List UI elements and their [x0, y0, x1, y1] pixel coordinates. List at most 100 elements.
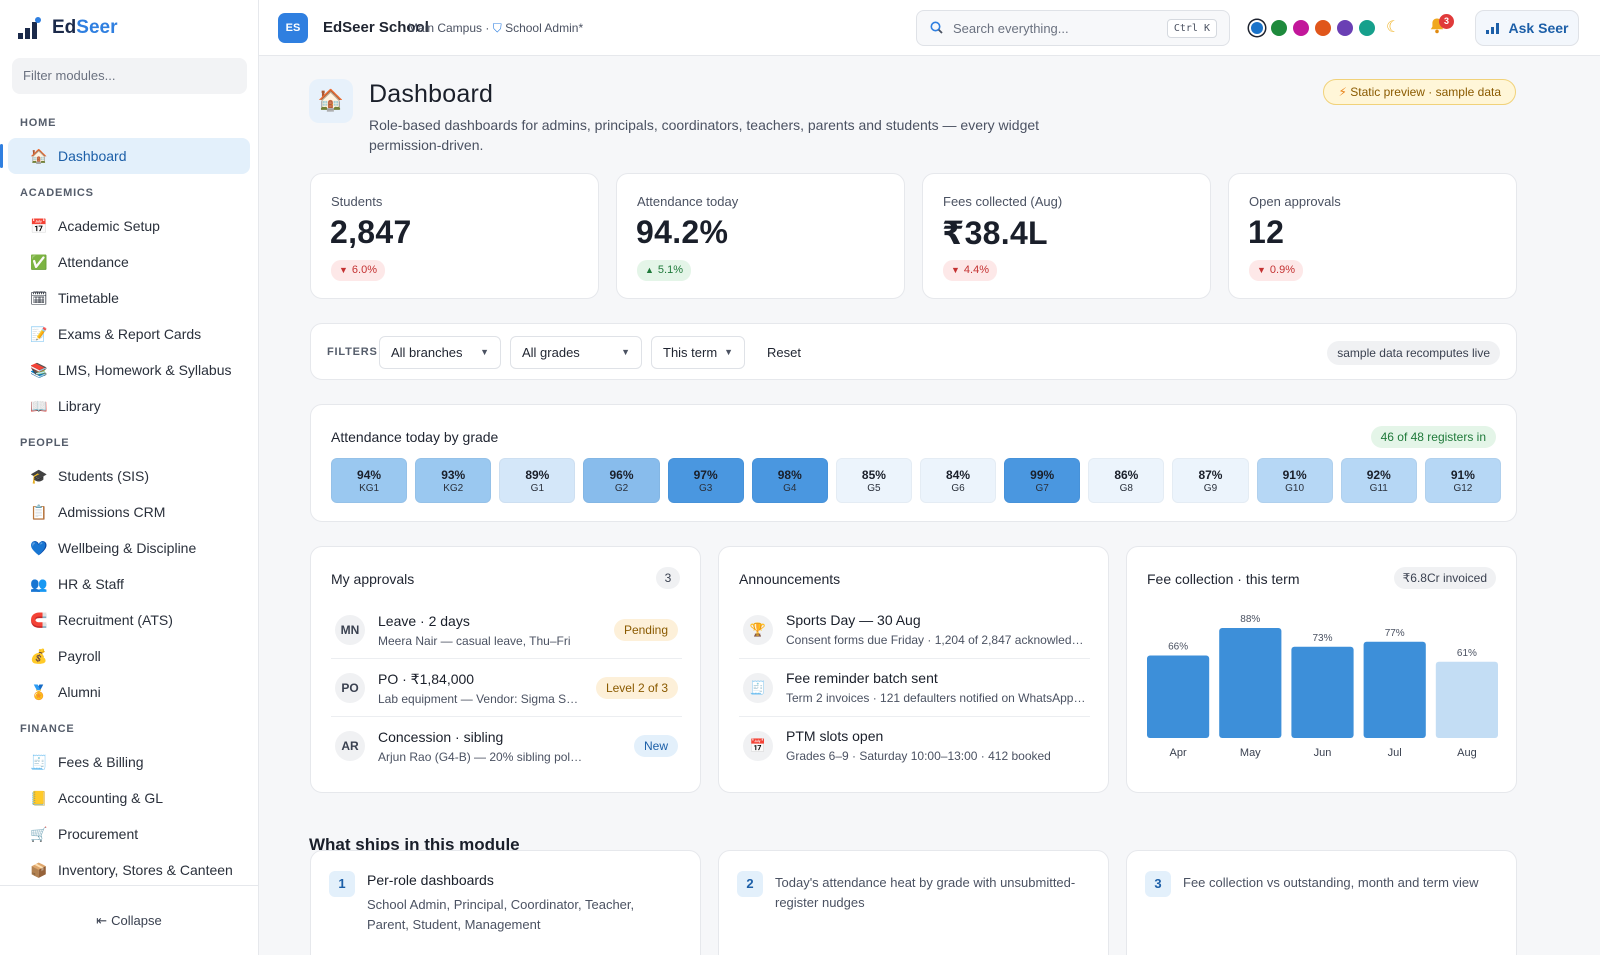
- kpi-label: Students: [331, 194, 383, 209]
- approval-item[interactable]: AR Concession · sibling Arjun Rao (G4-B) —…: [331, 717, 682, 775]
- heatmap-cell[interactable]: 96% G2: [583, 458, 660, 503]
- bar-may[interactable]: [1219, 628, 1282, 738]
- sidebar-item-recruitment-ats[interactable]: 🧲 Recruitment (ATS): [8, 602, 250, 638]
- brand[interactable]: EdSeer: [18, 14, 117, 42]
- theme-swatch[interactable]: [1359, 20, 1375, 36]
- sidebar-item-procurement[interactable]: 🛒 Procurement: [8, 816, 250, 852]
- theme-swatch[interactable]: [1293, 20, 1309, 36]
- top-bar: ES EdSeer School Main Campus · ⛉ School …: [259, 0, 1600, 56]
- theme-swatch[interactable]: [1251, 22, 1263, 34]
- x-tick-label: Jun: [1314, 747, 1332, 759]
- announcement-item[interactable]: 📅 PTM slots open Grades 6–9 · Saturday 10:…: [739, 717, 1090, 775]
- approval-item[interactable]: PO PO · ₹1,84,000 Lab equipment — Vendor: …: [331, 659, 682, 717]
- sidebar-item-lms-homework-syllabus[interactable]: 📚 LMS, Homework & Syllabus: [8, 352, 250, 388]
- sidebar-item-hr-staff[interactable]: 👥 HR & Staff: [8, 566, 250, 602]
- school-name[interactable]: EdSeer School: [323, 19, 429, 36]
- heatmap-cell[interactable]: 87% G9: [1172, 458, 1249, 503]
- filter-modules-input[interactable]: Filter modules...: [12, 58, 247, 94]
- grade-select[interactable]: All grades ▼: [510, 336, 642, 369]
- heatmap-cell[interactable]: 89% G1: [499, 458, 576, 503]
- heatmap-cell[interactable]: 94% KG1: [331, 458, 408, 503]
- sidebar-item-inventory-stores-canteen[interactable]: 📦 Inventory, Stores & Canteen: [8, 852, 250, 884]
- collapse-button[interactable]: ⇤ Collapse: [0, 885, 258, 955]
- lightning-icon: ⚡: [1338, 85, 1347, 99]
- sidebar-item-students-sis[interactable]: 🎓 Students (SIS): [8, 458, 250, 494]
- heatmap-cell-percent: 97%: [693, 468, 718, 482]
- heatmap-cell-grade: G7: [1035, 483, 1049, 494]
- heatmap-cell[interactable]: 85% G5: [835, 458, 912, 503]
- library-icon: 📖: [30, 398, 48, 414]
- heatmap-cell[interactable]: 93% KG2: [415, 458, 492, 503]
- arrow-down-icon: ▼: [339, 265, 348, 275]
- procurement-icon: 🛒: [30, 826, 48, 842]
- sidebar-item-label: Admissions CRM: [58, 504, 166, 520]
- preview-label: Static preview · sample data: [1350, 85, 1501, 99]
- kpi-card[interactable]: Fees collected (Aug) ₹38.4L ▼ 4.4%: [922, 173, 1211, 299]
- bar-apr[interactable]: [1147, 655, 1210, 739]
- sidebar-item-academic-setup[interactable]: 📅 Academic Setup: [8, 208, 250, 244]
- heatmap-cell[interactable]: 91% G12: [1424, 458, 1501, 503]
- heatmap-cell[interactable]: 97% G3: [667, 458, 744, 503]
- theme-swatch[interactable]: [1337, 20, 1353, 36]
- ask-seer-button[interactable]: Ask Seer: [1475, 10, 1579, 46]
- chevron-down-icon: ▼: [621, 347, 630, 357]
- heatmap-cell-grade: G9: [1203, 483, 1218, 494]
- kpi-value: 94.2%: [636, 214, 729, 250]
- ship-card: 1 Per-role dashboards School Admin, Princi…: [310, 850, 701, 955]
- branch-select[interactable]: All branches ▼: [379, 336, 501, 369]
- sidebar-item-attendance[interactable]: ✅ Attendance: [8, 244, 250, 280]
- theme-swatch[interactable]: [1271, 20, 1287, 36]
- bar-jul[interactable]: [1363, 641, 1426, 738]
- heatmap-cell-grade: G12: [1453, 483, 1473, 494]
- sidebar-item-wellbeing-discipline[interactable]: 💙 Wellbeing & Discipline: [8, 530, 250, 566]
- approval-item[interactable]: MN Leave · 2 days Meera Nair — casual leav…: [331, 601, 682, 659]
- bar-aug[interactable]: [1435, 661, 1498, 738]
- announcements-title: Announcements: [739, 571, 841, 587]
- heatmap-cell[interactable]: 86% G8: [1088, 458, 1165, 503]
- global-search-input[interactable]: Search everything... Ctrl K: [916, 10, 1230, 46]
- sidebar-item-label: Dashboard: [58, 148, 127, 164]
- announcement-item[interactable]: 🏆 Sports Day — 30 Aug Consent forms due Fr…: [739, 601, 1090, 659]
- announcement-item[interactable]: 🧾 Fee reminder batch sent Term 2 invoices …: [739, 659, 1090, 717]
- sidebar-item-exams-report-cards[interactable]: 📝 Exams & Report Cards: [8, 316, 250, 352]
- x-tick-label: Apr: [1170, 747, 1187, 759]
- kpi-value: 12: [1248, 214, 1285, 250]
- sidebar-item-admissions-crm[interactable]: 📋 Admissions CRM: [8, 494, 250, 530]
- calendar-icon: 📅: [743, 731, 773, 761]
- heatmap-cell[interactable]: 98% G4: [751, 458, 828, 503]
- bar-jun[interactable]: [1291, 646, 1354, 738]
- heatmap-cell[interactable]: 92% G11: [1340, 458, 1417, 503]
- reset-filters-button[interactable]: Reset: [767, 345, 801, 360]
- approval-subtitle: Meera Nair — casual leave, Thu–Fri: [378, 634, 571, 648]
- avatar: PO: [335, 673, 365, 703]
- kpi-card[interactable]: Students 2,847 ▼ 6.0%: [310, 173, 599, 299]
- announcements-list: 🏆 Sports Day — 30 Aug Consent forms due Fr…: [739, 601, 1090, 775]
- announcement-subtitle: Term 2 invoices · 121 defaulters notifie…: [786, 691, 1086, 705]
- dark-mode-toggle-icon[interactable]: ☾: [1386, 19, 1401, 36]
- heatmap-cell[interactable]: 84% G6: [919, 458, 997, 503]
- main-content: 🏠 Dashboard Role-based dashboards for ad…: [259, 57, 1600, 955]
- bar-value-label: 73%: [1312, 633, 1332, 644]
- hr-staff-icon: 👥: [30, 576, 48, 592]
- sidebar-item-timetable[interactable]: 🗓 Timetable: [8, 280, 250, 316]
- sidebar-item-payroll[interactable]: 💰 Payroll: [8, 638, 250, 674]
- sidebar-item-dashboard[interactable]: 🏠 Dashboard: [0, 138, 250, 174]
- term-select[interactable]: This term ▼: [651, 336, 745, 369]
- heatmap-cell[interactable]: 99% G7: [1004, 458, 1081, 503]
- theme-swatch[interactable]: [1315, 20, 1331, 36]
- school-badge[interactable]: ES: [278, 13, 308, 43]
- sidebar-nav: HOME 🏠 Dashboard ACADEMICS 📅 Academic Setup ✅ A…: [0, 104, 258, 884]
- heatmap-cell-percent: 98%: [777, 468, 802, 482]
- sidebar-item-fees-billing[interactable]: 🧾 Fees & Billing: [8, 744, 250, 780]
- campus-role[interactable]: Main Campus · ⛉ School Admin*: [408, 21, 583, 36]
- approval-title: Concession · sibling: [378, 729, 504, 745]
- sidebar-item-alumni[interactable]: 🏅 Alumni: [8, 674, 250, 710]
- filters-bar: FILTERS All branches ▼ All grades ▼ This…: [310, 323, 1517, 380]
- kpi-card[interactable]: Attendance today 94.2% ▲ 5.1%: [616, 173, 905, 299]
- heatmap-cell-grade: KG2: [443, 483, 464, 494]
- sidebar-item-library[interactable]: 📖 Library: [8, 388, 250, 424]
- kpi-card[interactable]: Open approvals 12 ▼ 0.9%: [1228, 173, 1517, 299]
- page-subtitle: Role-based dashboards for admins, princi…: [369, 117, 1040, 153]
- sidebar-item-accounting-gl[interactable]: 📒 Accounting & GL: [8, 780, 250, 816]
- heatmap-cell[interactable]: 91% G10: [1256, 458, 1333, 503]
